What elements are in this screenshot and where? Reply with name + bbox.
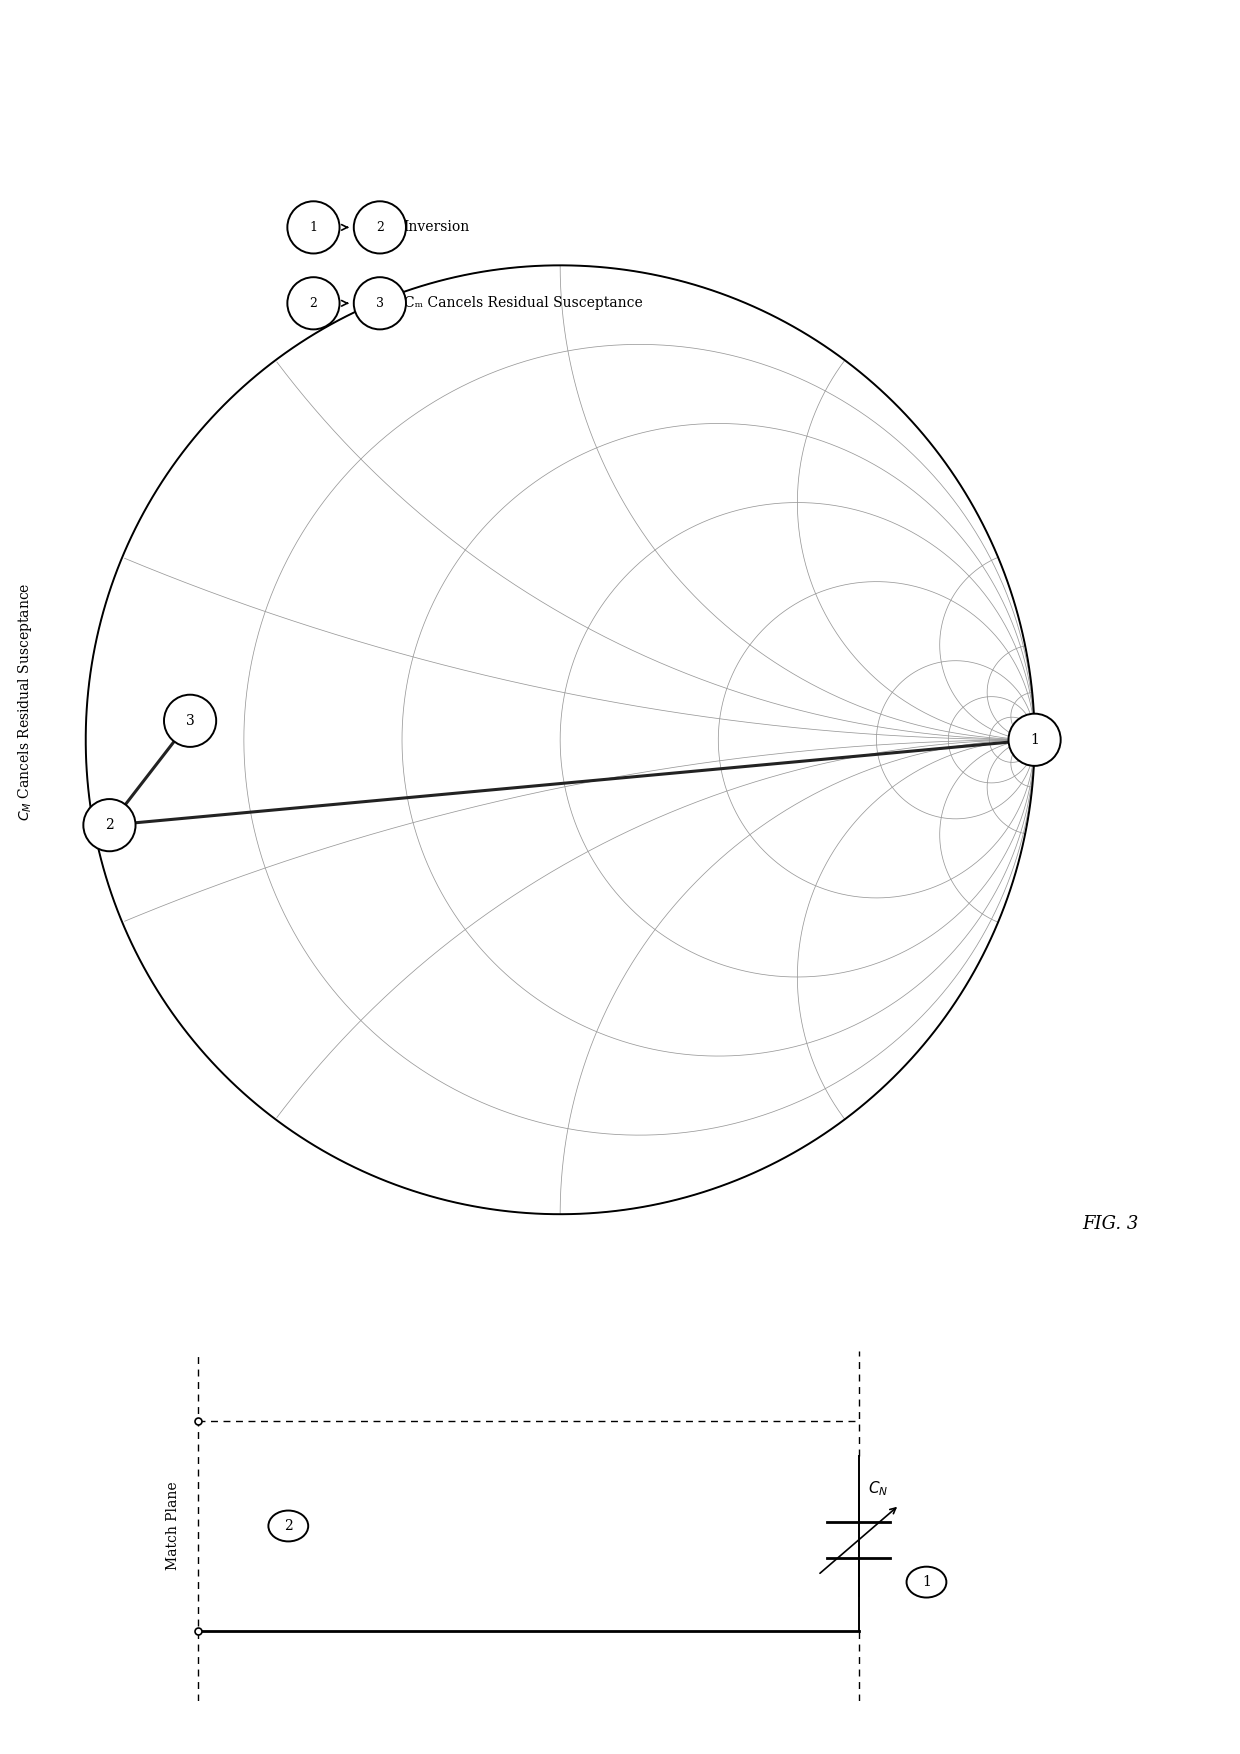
Circle shape — [906, 1566, 946, 1598]
Circle shape — [1008, 714, 1060, 766]
Text: 1: 1 — [310, 221, 317, 233]
Circle shape — [353, 202, 405, 254]
Text: 3: 3 — [376, 296, 384, 310]
Text: 2: 2 — [310, 296, 317, 310]
Text: 1: 1 — [1030, 733, 1039, 747]
Circle shape — [288, 202, 340, 254]
Circle shape — [288, 277, 340, 330]
Text: FIG. 3: FIG. 3 — [1083, 1216, 1140, 1233]
Text: 2: 2 — [105, 817, 114, 831]
Text: Match Plane: Match Plane — [166, 1482, 180, 1570]
Text: Cₘ Cancels Residual Susceptance: Cₘ Cancels Residual Susceptance — [403, 296, 642, 310]
Circle shape — [268, 1510, 309, 1542]
Text: 2: 2 — [284, 1519, 293, 1533]
Circle shape — [353, 277, 405, 330]
Circle shape — [83, 800, 135, 851]
Text: $C_M$ Cancels Residual Susceptance: $C_M$ Cancels Residual Susceptance — [16, 582, 33, 821]
Text: Inversion: Inversion — [403, 221, 470, 235]
Text: 2: 2 — [376, 221, 384, 233]
Text: $C_N$: $C_N$ — [868, 1479, 888, 1498]
Circle shape — [164, 695, 216, 747]
Text: 1: 1 — [923, 1575, 931, 1589]
Text: 3: 3 — [186, 714, 195, 728]
